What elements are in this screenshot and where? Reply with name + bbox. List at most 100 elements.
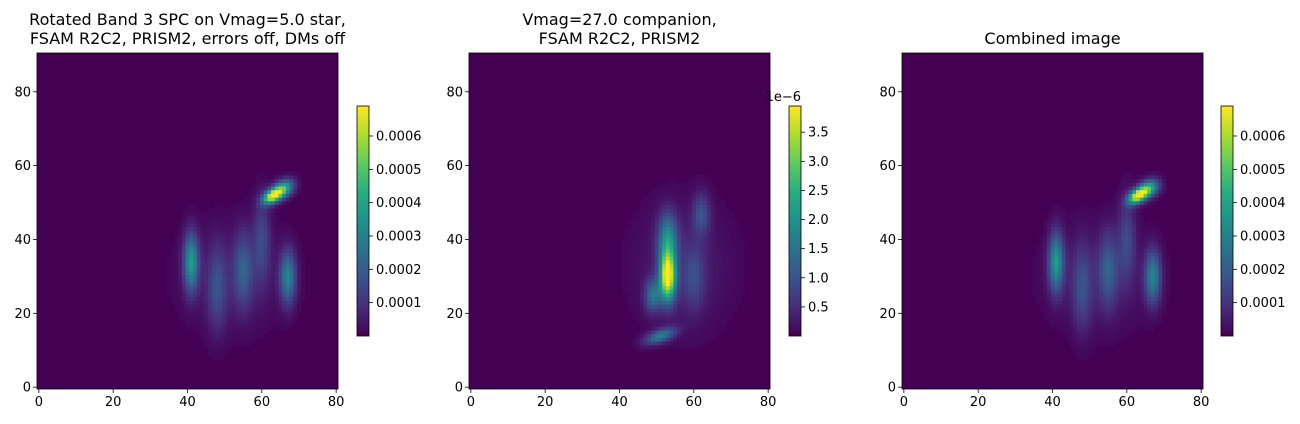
- heatmap-cell: [703, 226, 708, 231]
- heatmap-cell: [1143, 259, 1148, 265]
- heatmap-cell: [215, 322, 220, 327]
- heatmap-cell: [662, 344, 667, 349]
- heatmap-cell: [736, 230, 741, 235]
- heatmap-cell: [706, 304, 712, 309]
- heatmap-cell: [1162, 278, 1167, 283]
- heatmap-cell: [632, 289, 637, 294]
- heatmap-cell: [658, 329, 663, 335]
- heatmap-cell: [662, 311, 667, 316]
- heatmap-cell: [285, 174, 291, 180]
- heatmap-cell: [680, 259, 686, 265]
- heatmap-cell: [271, 211, 276, 217]
- heatmap-cell: [245, 311, 250, 316]
- heatmap-cell: [1072, 285, 1078, 290]
- heatmap-cell: [259, 300, 265, 305]
- heatmap-cell: [297, 241, 302, 246]
- heatmap-cell: [695, 341, 700, 346]
- heatmap-cell: [1136, 185, 1141, 191]
- heatmap-cell: [196, 211, 202, 217]
- heatmap-cell: [1050, 307, 1055, 313]
- heatmap-cell: [647, 256, 652, 261]
- heatmap-cell: [259, 182, 265, 187]
- heatmap-cell: [263, 293, 268, 298]
- heatmap-cell: [189, 256, 194, 261]
- heatmap-cell: [200, 311, 205, 316]
- heatmap-cell: [1117, 233, 1122, 239]
- heatmap-cell: [680, 333, 686, 338]
- heatmap-cell: [1117, 197, 1122, 202]
- heatmap-cell: [1061, 256, 1067, 261]
- heatmap-cell: [1154, 259, 1160, 265]
- heatmap-cell: [263, 311, 268, 316]
- heatmap-cell: [181, 307, 187, 313]
- heatmap-cell: [178, 230, 183, 235]
- heatmap-cell: [729, 285, 734, 290]
- heatmap-cell: [632, 296, 637, 301]
- heatmap-cell: [673, 285, 678, 290]
- heatmap-cell: [1065, 311, 1070, 316]
- heatmap-cell: [665, 219, 671, 224]
- heatmap-cell: [1143, 178, 1148, 183]
- heatmap-cell: [1072, 337, 1078, 342]
- heatmap-cell: [691, 256, 697, 261]
- heatmap-cell: [285, 245, 291, 250]
- heatmap-cell: [196, 296, 202, 301]
- heatmap-cell: [1095, 256, 1100, 261]
- heatmap-cell: [1158, 285, 1163, 290]
- heatmap-cell: [1128, 296, 1133, 301]
- heatmap-cell: [204, 219, 209, 224]
- heatmap-cell: [1162, 300, 1167, 305]
- heatmap-cell: [695, 222, 700, 228]
- heatmap-cell: [278, 326, 283, 331]
- heatmap-cell: [1147, 171, 1152, 176]
- heatmap-cell: [252, 311, 257, 316]
- heatmap-cell: [673, 248, 678, 253]
- heatmap-cell: [259, 193, 265, 198]
- heatmap-cell: [222, 341, 228, 346]
- heatmap-cell: [680, 307, 686, 313]
- heatmap-cell: [706, 337, 712, 342]
- heatmap-cell: [710, 215, 715, 220]
- heatmap-cell: [1076, 222, 1081, 228]
- heatmap-cell: [219, 355, 224, 361]
- heatmap-cell: [740, 267, 745, 272]
- heatmap-cell: [1113, 307, 1119, 313]
- heatmap-cell: [1084, 285, 1089, 290]
- heatmap-cell: [654, 185, 660, 191]
- heatmap-cell: [632, 233, 637, 239]
- heatmap-cell: [256, 197, 261, 202]
- heatmap-cell: [1087, 222, 1093, 228]
- heatmap-cell: [732, 237, 738, 242]
- heatmap-cell: [695, 197, 700, 202]
- heatmap-cell: [1084, 230, 1089, 235]
- heatmap-cell: [293, 274, 298, 279]
- heatmap-cell: [1128, 189, 1133, 194]
- heatmap-cell: [703, 241, 708, 246]
- heatmap-cell: [1110, 329, 1115, 335]
- heatmap-cell: [1046, 293, 1052, 298]
- heatmap-cell: [282, 241, 287, 246]
- heatmap-cell: [241, 222, 246, 228]
- heatmap-cell: [1102, 281, 1107, 287]
- heatmap-cell: [271, 197, 276, 202]
- heatmap-cell: [665, 333, 671, 338]
- heatmap-cell: [1102, 318, 1107, 324]
- heatmap-cell: [736, 270, 741, 276]
- heatmap-cell: [662, 263, 667, 268]
- heatmap-cell: [189, 267, 194, 272]
- heatmap-cell: [1080, 311, 1085, 316]
- heatmap-cell: [237, 259, 242, 265]
- heatmap-cell: [643, 329, 648, 335]
- heatmap-cell: [721, 285, 727, 290]
- heatmap-cell: [233, 304, 239, 309]
- heatmap-cell: [245, 270, 250, 276]
- heatmap-cell: [639, 270, 645, 276]
- colorbar-tick-label: 0.0005: [376, 163, 422, 178]
- heatmap-cell: [1065, 230, 1070, 235]
- heatmap-cell: [1139, 182, 1145, 187]
- heatmap-cell: [654, 318, 660, 324]
- heatmap-cell: [233, 278, 239, 283]
- heatmap-cell: [717, 270, 723, 276]
- heatmap-cell: [200, 241, 205, 246]
- heatmap-cell: [267, 311, 272, 316]
